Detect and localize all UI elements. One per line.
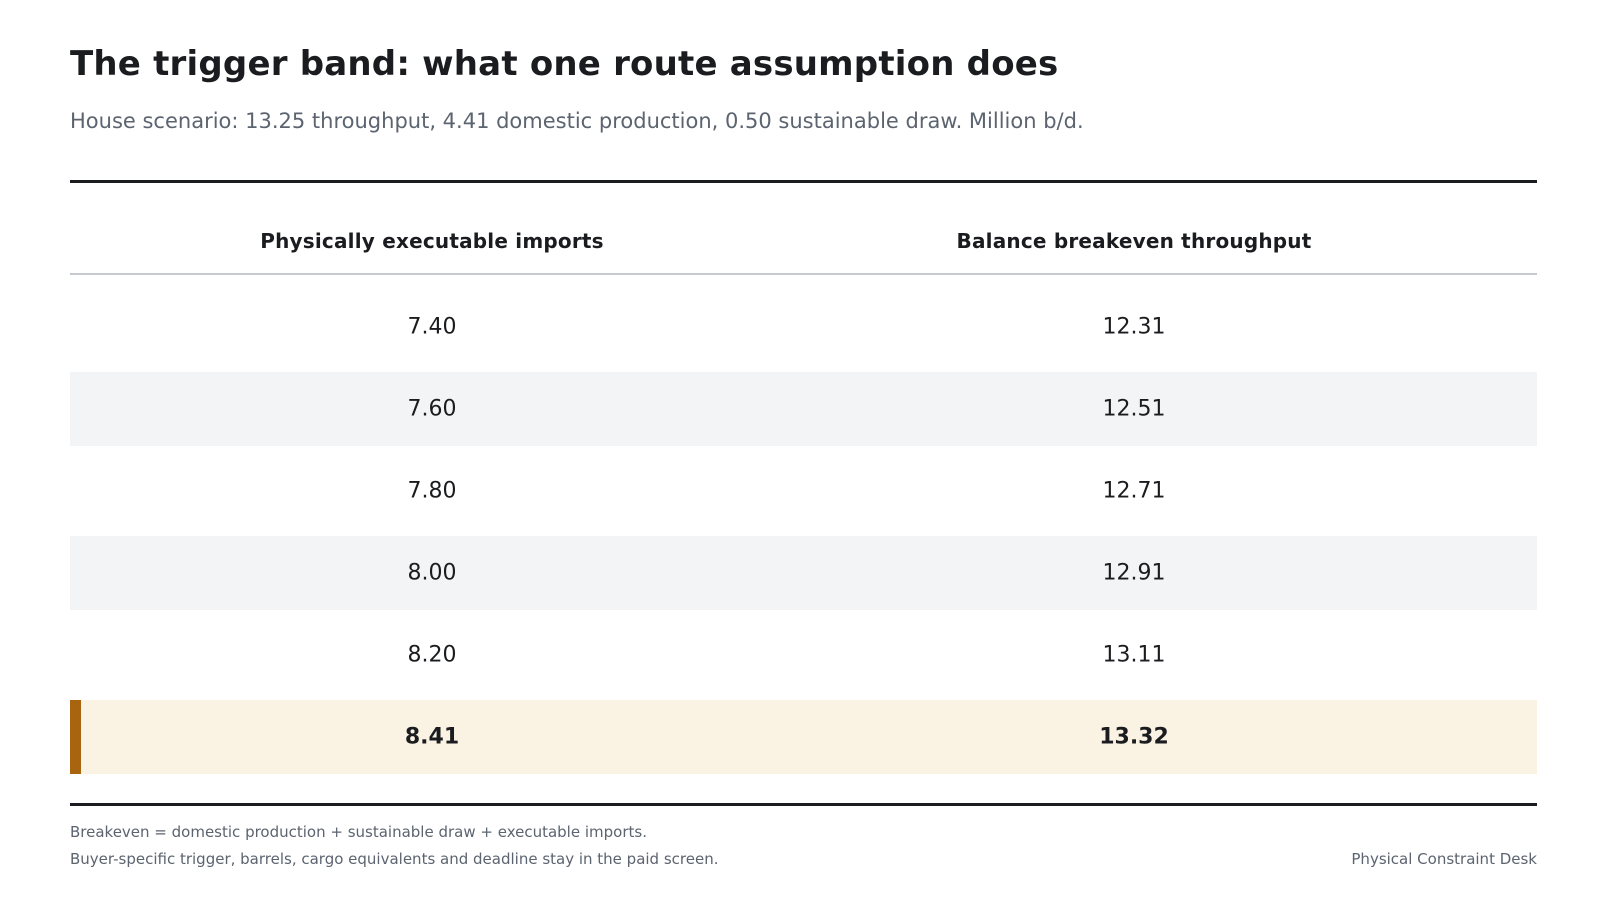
source-credit: Physical Constraint Desk [1351, 850, 1537, 868]
footnote: Buyer-specific trigger, barrels, cargo e… [70, 850, 719, 868]
cell-executable-imports: 7.40 [407, 314, 457, 340]
table-row: 7.60 12.51 [70, 372, 1537, 446]
cell-breakeven-throughput: 12.31 [1102, 314, 1166, 340]
top-rule [70, 180, 1537, 183]
page: The trigger band: what one route assumpt… [70, 0, 1537, 900]
table-row: 8.20 13.11 [70, 618, 1537, 692]
chart-subtitle: House scenario: 13.25 throughput, 4.41 d… [70, 109, 1084, 133]
footnote: Breakeven = domestic production + sustai… [70, 823, 647, 841]
cell-executable-imports: 7.60 [407, 396, 457, 422]
cell-breakeven-throughput: 13.32 [1099, 724, 1169, 750]
cell-executable-imports: 8.41 [404, 724, 460, 750]
column-header-breakeven-throughput: Balance breakeven throughput [956, 229, 1312, 253]
bottom-rule [70, 803, 1537, 806]
cell-breakeven-throughput: 13.11 [1102, 642, 1166, 668]
chart-title: The trigger band: what one route assumpt… [70, 44, 1059, 84]
column-header-executable-imports: Physically executable imports [260, 229, 604, 253]
cell-executable-imports: 7.80 [407, 478, 457, 504]
table-row: 7.40 12.31 [70, 290, 1537, 364]
cell-breakeven-throughput: 12.91 [1102, 560, 1166, 586]
cell-breakeven-throughput: 12.51 [1102, 396, 1166, 422]
table-header: Physically executable imports Balance br… [70, 183, 1537, 275]
trigger-band-table: Physically executable imports Balance br… [70, 183, 1537, 782]
highlighted-table-row: 8.41 13.32 [70, 700, 1537, 774]
cell-executable-imports: 8.00 [407, 560, 457, 586]
table-body: 7.40 12.31 7.60 12.51 7.80 12.71 8.00 12… [70, 290, 1537, 774]
table-row: 7.80 12.71 [70, 454, 1537, 528]
table-row: 8.00 12.91 [70, 536, 1537, 610]
highlight-marker [70, 700, 81, 774]
cell-executable-imports: 8.20 [407, 642, 457, 668]
cell-breakeven-throughput: 12.71 [1102, 478, 1166, 504]
